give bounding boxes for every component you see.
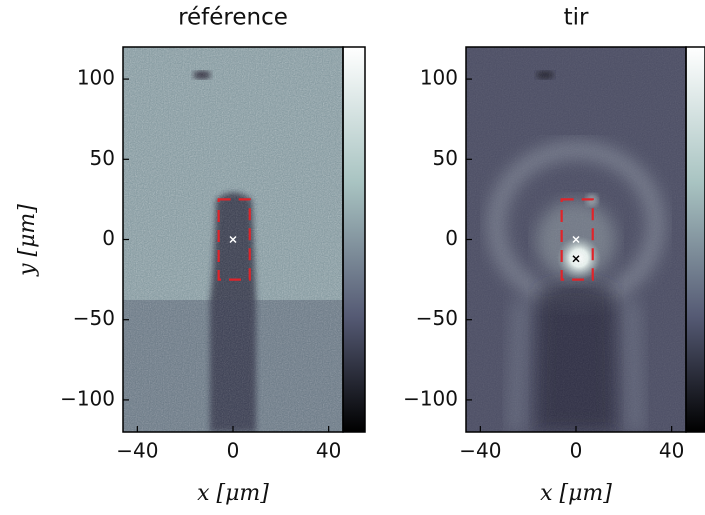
y-tick-label: 50 — [90, 146, 115, 170]
y-tick-label: 0 — [445, 226, 458, 250]
y-tick-label: −50 — [416, 306, 458, 330]
x-tick-label: −40 — [116, 439, 158, 463]
x-tick-label: 0 — [227, 439, 240, 463]
y-tick-label: −100 — [403, 386, 458, 410]
x-tick-label: −40 — [459, 439, 501, 463]
cross-marker — [229, 235, 237, 244]
x-axis-label: x [μm] — [540, 481, 612, 506]
y-tick-label: −100 — [60, 386, 115, 410]
roi-box — [217, 198, 251, 281]
colorbar — [342, 46, 366, 433]
y-tick-label: 100 — [420, 66, 458, 90]
y-axis-label: y [μm] — [15, 204, 40, 277]
panel-title: tir — [564, 5, 589, 31]
roi-box — [560, 198, 594, 281]
x-axis-label: x [μm] — [197, 481, 269, 506]
image-tir — [466, 47, 686, 432]
y-tick-label: −50 — [73, 306, 115, 330]
x-tick-label: 40 — [316, 439, 341, 463]
x-tick-label: 0 — [570, 439, 583, 463]
panel-title: référence — [178, 5, 288, 31]
y-tick-label: 100 — [77, 66, 115, 90]
cross-marker — [572, 255, 580, 263]
y-tick-label: 0 — [102, 226, 115, 250]
cross-marker — [572, 235, 580, 244]
y-tick-label: 50 — [433, 146, 458, 170]
colorbar — [685, 46, 705, 433]
x-tick-label: 40 — [659, 439, 684, 463]
